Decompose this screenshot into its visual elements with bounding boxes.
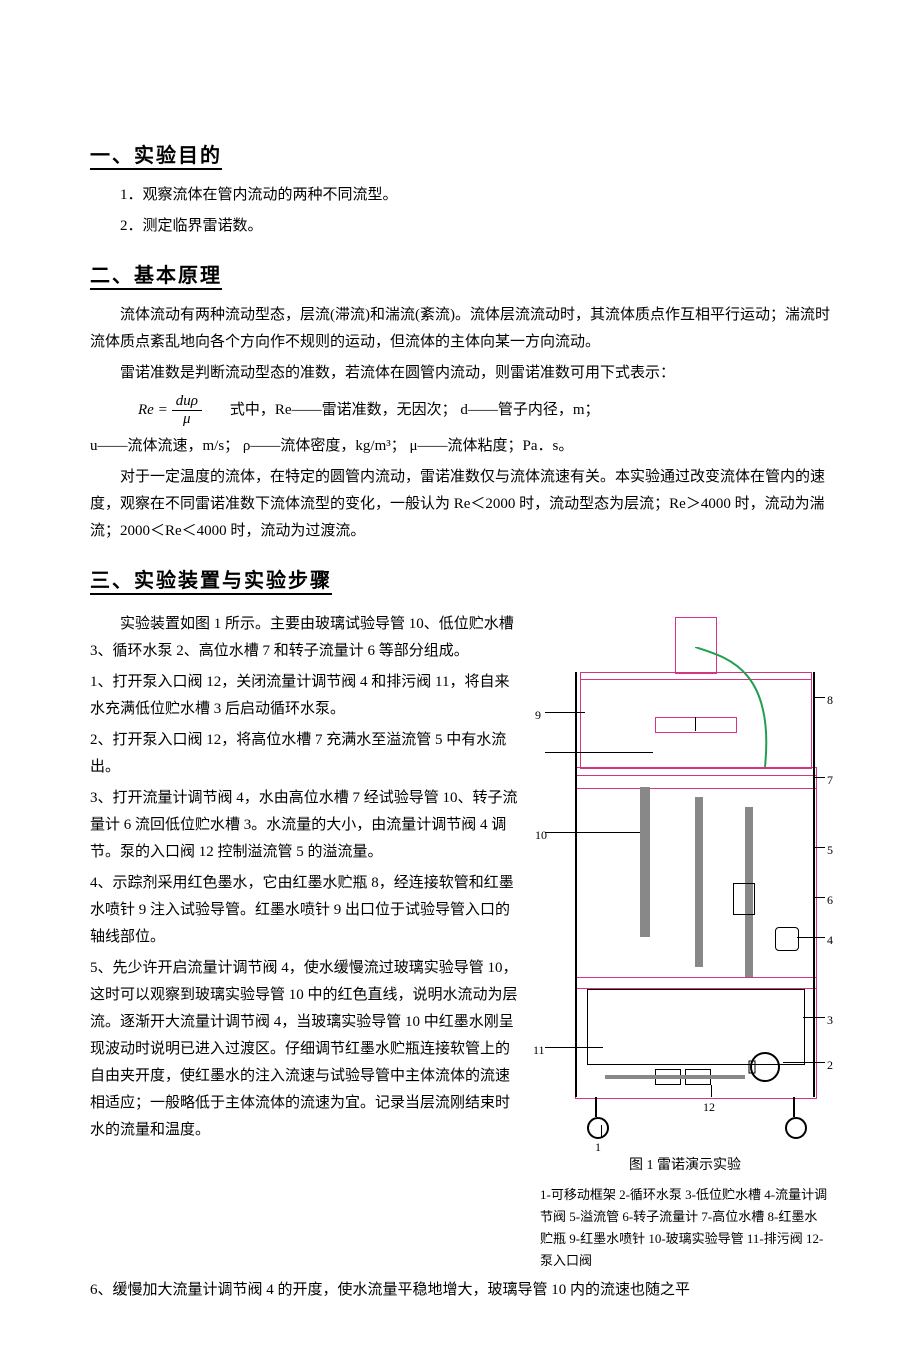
step-2: 2、打开泵入口阀 12，将高位水槽 7 充满水至溢流管 5 中有水流出。 bbox=[90, 727, 524, 781]
callout-1: 1 bbox=[595, 1137, 601, 1159]
section-1-heading: 一、实验目的 bbox=[90, 145, 222, 170]
leg-r bbox=[793, 1097, 795, 1117]
callout-9: 9 bbox=[535, 705, 541, 727]
lead-11 bbox=[545, 1047, 603, 1048]
ink-tube-icon bbox=[695, 647, 815, 777]
formula-desc: 式中，Re——雷诺准数，无因次； d——管子内径，m； bbox=[230, 397, 600, 424]
lead-8 bbox=[813, 697, 825, 698]
purpose-2: 2．测定临界雷诺数。 bbox=[90, 213, 830, 240]
formula-num: duρ bbox=[172, 393, 202, 411]
lead-10 bbox=[545, 832, 640, 833]
bottom-pipe bbox=[605, 1075, 745, 1079]
purpose-1: 1．观察流体在管内流动的两种不同流型。 bbox=[90, 182, 830, 209]
section-3-heading: 三、实验装置与实验步骤 bbox=[90, 570, 332, 595]
lead-5r bbox=[813, 847, 825, 848]
callout-2: 2 bbox=[827, 1055, 833, 1077]
section-3-layout: 实验装置如图 1 所示。主要由玻璃试验导管 10、低位贮水槽 3、循环水泵 2、… bbox=[90, 607, 830, 1273]
callout-3: 3 bbox=[827, 1010, 833, 1032]
wheel-left-icon bbox=[587, 1117, 609, 1139]
cross-bar-top bbox=[575, 775, 817, 789]
valve-4 bbox=[775, 927, 799, 951]
figure-col: 9 10 11 8 7 5 6 4 3 2 12 1 图 1 雷诺演示实验 1-… bbox=[540, 607, 830, 1273]
wheel-right-icon bbox=[785, 1117, 807, 1139]
lead-4r bbox=[797, 937, 825, 938]
leg-l bbox=[595, 1097, 597, 1117]
step-5: 5、先少许开启流量计调节阀 4，使水缓慢流过玻璃实验导管 10，这时可以观察到玻… bbox=[90, 955, 524, 1144]
step-4: 4、示踪剂采用红色墨水，它由红墨水贮瓶 8，经连接软管和红墨水喷针 9 注入试验… bbox=[90, 870, 524, 951]
frame-right bbox=[813, 672, 815, 1097]
figure-1: 9 10 11 8 7 5 6 4 3 2 12 1 图 1 雷诺演示实验 1-… bbox=[540, 617, 830, 1273]
section-3-heading-wrap: 三、实验装置与实验步骤 bbox=[90, 563, 830, 599]
pump-2-icon bbox=[745, 1047, 785, 1087]
pipe-a bbox=[695, 797, 703, 967]
cross-bar-mid bbox=[575, 977, 817, 989]
callout-6: 6 bbox=[827, 890, 833, 912]
formula-fraction: duρ μ bbox=[172, 393, 202, 427]
lead-7 bbox=[813, 777, 825, 778]
reynolds-formula-row: Re = duρ μ 式中，Re——雷诺准数，无因次； d——管子内径，m； bbox=[138, 393, 830, 427]
principle-p1: 流体流动有两种流动型态，层流(滞流)和湍流(紊流)。流体层流流动时，其流体质点作… bbox=[90, 302, 830, 356]
callout-11: 11 bbox=[533, 1040, 545, 1062]
callout-8: 8 bbox=[827, 690, 833, 712]
lead-9 bbox=[545, 712, 585, 713]
lead-1v bbox=[601, 1125, 602, 1137]
glass-tube-10 bbox=[640, 787, 650, 937]
lead-2r bbox=[783, 1062, 825, 1063]
callout-7: 7 bbox=[827, 770, 833, 792]
apparatus-intro: 实验装置如图 1 所示。主要由玻璃试验导管 10、低位贮水槽 3、循环水泵 2、… bbox=[90, 611, 524, 665]
section-1-heading-wrap: 一、实验目的 bbox=[90, 138, 830, 174]
lead-8b bbox=[545, 752, 653, 753]
section-2-heading-wrap: 二、基本原理 bbox=[90, 258, 830, 294]
formula-den: μ bbox=[179, 411, 195, 428]
document-page: 一、实验目的 1．观察流体在管内流动的两种不同流型。 2．测定临界雷诺数。 二、… bbox=[0, 0, 920, 1368]
section-2-heading: 二、基本原理 bbox=[90, 265, 222, 290]
callout-10: 10 bbox=[535, 825, 547, 847]
variable-line: u——流体流速，m/s； ρ——流体密度，kg/m³； μ——流体粘度；Pa．s… bbox=[90, 433, 830, 460]
figure-1-legend: 1-可移动框架 2-循环水泵 3-低位贮水槽 4-流量计调节阀 5-溢流管 6-… bbox=[540, 1184, 830, 1272]
reynolds-apparatus-diagram: 9 10 11 8 7 5 6 4 3 2 12 1 bbox=[545, 617, 825, 1147]
rotameter-6 bbox=[733, 883, 755, 915]
principle-p3: 对于一定温度的流体，在特定的圆管内流动，雷诺准数仅与流体流速有关。本实验通过改变… bbox=[90, 464, 830, 545]
callout-4: 4 bbox=[827, 930, 833, 952]
figure-1-caption: 图 1 雷诺演示实验 bbox=[540, 1153, 830, 1178]
apparatus-text-col: 实验装置如图 1 所示。主要由玻璃试验导管 10、低位贮水槽 3、循环水泵 2、… bbox=[90, 607, 524, 1148]
step-3: 3、打开流量计调节阀 4，水由高位水槽 7 经试验导管 10、转子流量计 6 流… bbox=[90, 785, 524, 866]
callout-12: 12 bbox=[703, 1097, 715, 1119]
lead-3r bbox=[803, 1017, 825, 1018]
callout-5: 5 bbox=[827, 840, 833, 862]
frame-left bbox=[575, 672, 577, 1097]
step-6: 6、缓慢加大流量计调节阀 4 的开度，使水流量平稳地增大，玻璃导管 10 内的流… bbox=[90, 1277, 830, 1304]
principle-p2: 雷诺准数是判断流动型态的准数，若流体在圆管内流动，则雷诺准数可用下式表示： bbox=[90, 360, 830, 387]
step-1: 1、打开泵入口阀 12，关闭流量计调节阀 4 和排污阀 11，将自来水充满低位贮… bbox=[90, 669, 524, 723]
lead-12v bbox=[711, 1085, 712, 1097]
formula-lhs: Re = bbox=[138, 397, 168, 424]
reynolds-formula: Re = duρ μ bbox=[138, 393, 206, 427]
lead-6r bbox=[813, 897, 825, 898]
